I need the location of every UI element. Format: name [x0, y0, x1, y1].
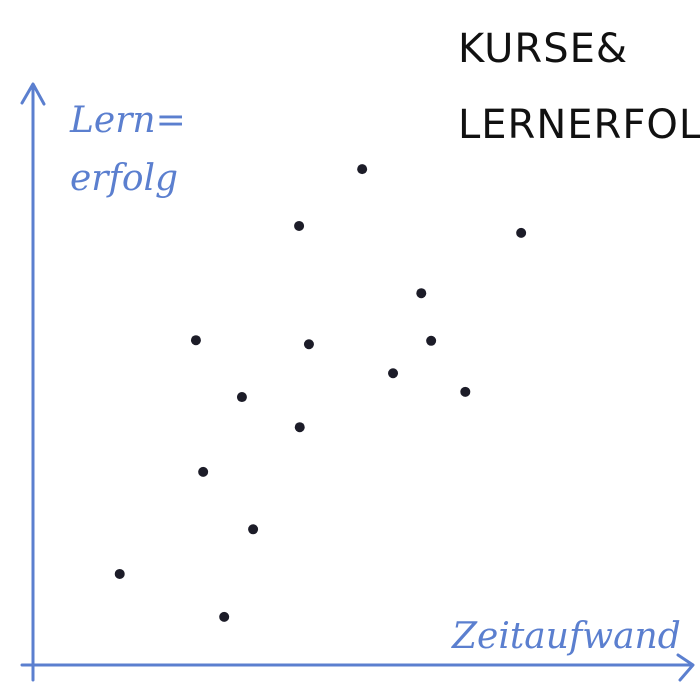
point [426, 335, 437, 346]
y-label-line: Lern= [69, 100, 186, 141]
point [416, 288, 427, 299]
point [294, 220, 305, 231]
y-axis-arrow [20, 82, 46, 106]
point [388, 368, 399, 379]
points [114, 164, 527, 622]
point [460, 386, 471, 397]
point [190, 335, 201, 346]
point [219, 611, 230, 622]
title-line: KURSE& [458, 26, 628, 72]
point [294, 422, 305, 433]
point [114, 568, 125, 579]
point [516, 227, 527, 238]
y-label-line: erfolg [70, 158, 178, 199]
y-axis-label: Lern= erfolg [69, 100, 186, 199]
point [357, 164, 368, 175]
x-axis-arrow [676, 653, 695, 682]
point [198, 466, 209, 477]
point [248, 524, 259, 535]
title-line: LERNERFOLG [458, 102, 700, 148]
point [236, 392, 247, 403]
axes [20, 82, 695, 682]
x-axis-label: Zeitaufwand [451, 616, 681, 657]
point [303, 339, 314, 350]
title: KURSE& LERNERFOLG [458, 26, 700, 148]
